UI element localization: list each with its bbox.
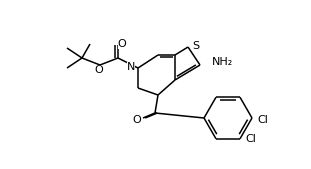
Text: S: S <box>192 41 199 51</box>
Text: O: O <box>118 39 126 49</box>
Text: Cl: Cl <box>257 115 268 125</box>
Text: N: N <box>127 62 135 72</box>
Text: Cl: Cl <box>245 134 256 144</box>
Text: O: O <box>95 65 103 75</box>
Text: O: O <box>132 115 142 125</box>
Text: NH₂: NH₂ <box>212 57 233 67</box>
